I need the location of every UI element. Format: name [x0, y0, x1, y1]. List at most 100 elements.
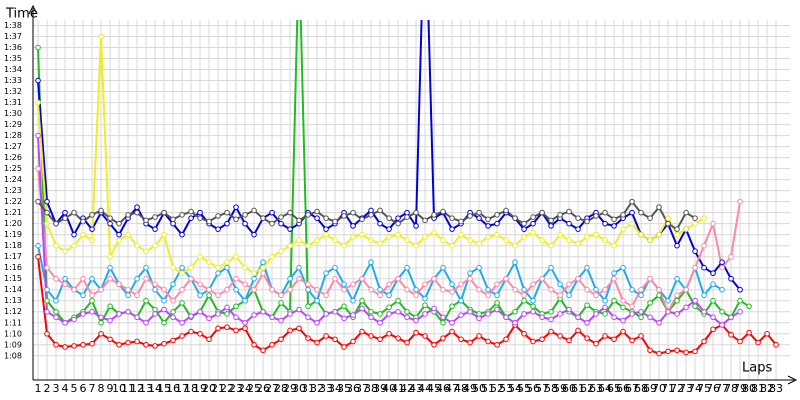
lap-point [638, 292, 644, 299]
lap-point [323, 215, 329, 221]
lap-point [296, 264, 302, 271]
lap-point [305, 281, 311, 288]
y-tick-label: 1:36 [4, 43, 22, 52]
lap-point [422, 281, 428, 288]
lap-point [233, 253, 239, 260]
lap-point [431, 275, 437, 282]
lap-point [485, 216, 491, 223]
lap-point [341, 213, 347, 219]
lap-point [296, 306, 302, 313]
lap-point [530, 338, 536, 345]
lap-point [476, 209, 482, 216]
lap-point [638, 333, 644, 339]
lap-point [557, 292, 563, 299]
lap-point [710, 314, 716, 321]
lap-point [449, 303, 455, 310]
lap-point [458, 297, 464, 304]
lap-point [674, 242, 680, 249]
lap-point [584, 234, 590, 240]
x-tick-label: 83 [769, 382, 783, 395]
lap-point [143, 275, 149, 282]
x-tick-label: 12 [130, 382, 144, 395]
lap-point [242, 319, 248, 326]
lap-point [71, 231, 77, 238]
lap-point [215, 325, 221, 332]
lap-point [143, 319, 149, 326]
lap-point [683, 226, 689, 232]
y-tick-label: 1:21 [4, 208, 22, 217]
lap-point [107, 275, 113, 282]
lap-point [170, 308, 176, 315]
x-tick-label: 8 [98, 382, 105, 395]
lap-point [710, 281, 716, 288]
lap-point [53, 242, 59, 249]
lap-point [323, 270, 329, 277]
x-tick-label: 13 [139, 382, 153, 395]
lap-point [44, 264, 50, 271]
lap-point [521, 330, 527, 337]
lap-point [494, 281, 500, 288]
lap-point [656, 286, 662, 293]
y-tick-label: 1:20 [4, 219, 22, 228]
x-tick-label: 40 [382, 382, 396, 395]
lap-point [215, 213, 221, 219]
lap-point [476, 286, 482, 293]
y-tick-label: 1:09 [4, 340, 22, 349]
lap-point [719, 286, 725, 293]
lap-point [386, 215, 392, 221]
x-tick-label: 75 [697, 382, 711, 395]
x-tick-label: 76 [706, 382, 720, 395]
lap-point [404, 339, 410, 346]
lap-point [161, 209, 167, 216]
lap-point [575, 327, 581, 334]
lap-point [350, 223, 356, 229]
lap-point [674, 292, 680, 299]
x-tick-label: 28 [274, 382, 288, 395]
lap-point [449, 281, 455, 288]
lap-point [368, 212, 374, 218]
y-tick-label: 1:29 [4, 120, 22, 129]
lap-point [395, 275, 401, 282]
lap-point [179, 264, 185, 271]
lap-point [611, 223, 617, 229]
lap-point [638, 314, 644, 321]
lap-point [287, 209, 293, 216]
lap-point [494, 300, 500, 306]
lap-point [647, 215, 653, 221]
lap-point [224, 220, 230, 227]
lap-point [584, 319, 590, 326]
lap-point [692, 264, 698, 271]
lap-point [440, 286, 446, 293]
lap-point [224, 304, 230, 311]
lap-point [512, 215, 518, 221]
lap-point [35, 253, 41, 260]
lap-point [575, 215, 581, 221]
lap-point [134, 314, 140, 321]
lap-point [269, 253, 275, 260]
lap-point [701, 338, 707, 345]
lap-point [107, 220, 113, 227]
lap-point [368, 314, 374, 321]
lap-point [62, 344, 68, 350]
y-tick-label: 1:18 [4, 241, 22, 250]
lap-point [278, 292, 284, 299]
lap-point [485, 234, 491, 240]
lap-point [53, 275, 59, 282]
x-tick-label: 52 [490, 382, 504, 395]
x-axis-arrow [787, 375, 798, 385]
lap-point [620, 226, 626, 232]
lap-point [251, 312, 257, 318]
lap-point [251, 275, 257, 282]
lap-point [89, 297, 95, 304]
lap-point [404, 314, 410, 321]
lap-point [611, 297, 617, 304]
lap-point [665, 308, 671, 315]
lap-point [233, 275, 239, 282]
x-tick-label: 48 [454, 382, 468, 395]
lap-point [350, 234, 356, 240]
lap-point [593, 311, 599, 317]
lap-point [710, 220, 716, 227]
lap-point [125, 292, 131, 299]
lap-point [152, 286, 158, 293]
lap-point [197, 215, 203, 221]
